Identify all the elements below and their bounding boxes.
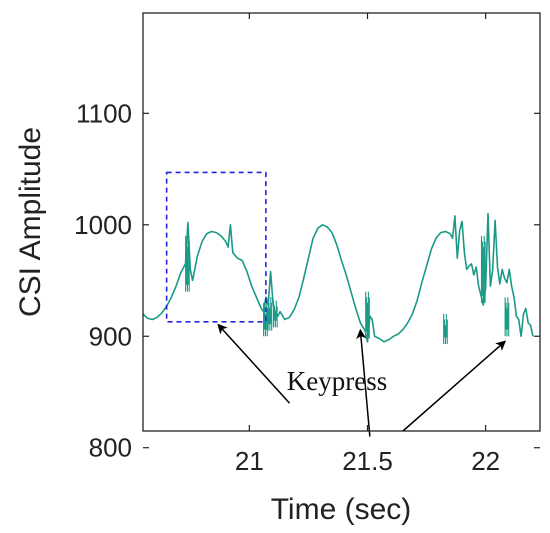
plot-frame xyxy=(142,12,541,432)
y-tick-label: 1100 xyxy=(76,98,132,128)
spike-cluster-2 xyxy=(267,297,273,331)
keypress-annotation: Keypress xyxy=(287,366,387,396)
y-axis-ticks: 800 900 1000 1100 xyxy=(74,98,540,463)
x-tick-label: 21.5 xyxy=(342,446,393,476)
x-axis-ticks: 21 21.5 22 xyxy=(235,13,500,476)
keypress-arrow-2 xyxy=(402,340,507,432)
y-tick-label: 900 xyxy=(89,321,132,351)
y-tick-label: 800 xyxy=(89,433,132,463)
y-axis-label: CSI Amplitude xyxy=(14,127,47,317)
y-tick-label: 1000 xyxy=(74,210,132,240)
spike-cluster-7 xyxy=(504,297,510,337)
spike-cluster-3 xyxy=(272,300,278,328)
spike-cluster-0 xyxy=(185,235,190,292)
x-tick-label: 22 xyxy=(471,446,500,476)
annotation-layer xyxy=(165,171,507,437)
spike-cluster-5 xyxy=(443,313,448,345)
keypress-highlight-box xyxy=(165,171,267,323)
keypress-arrow-0 xyxy=(217,323,291,404)
keypress-arrow-1 xyxy=(356,328,371,437)
x-tick-label: 21 xyxy=(235,446,264,476)
spike-cluster-6 xyxy=(480,235,486,303)
plot-background xyxy=(143,13,540,431)
csi-series-line-0 xyxy=(142,212,534,343)
x-axis-label: Time (sec) xyxy=(271,493,412,526)
